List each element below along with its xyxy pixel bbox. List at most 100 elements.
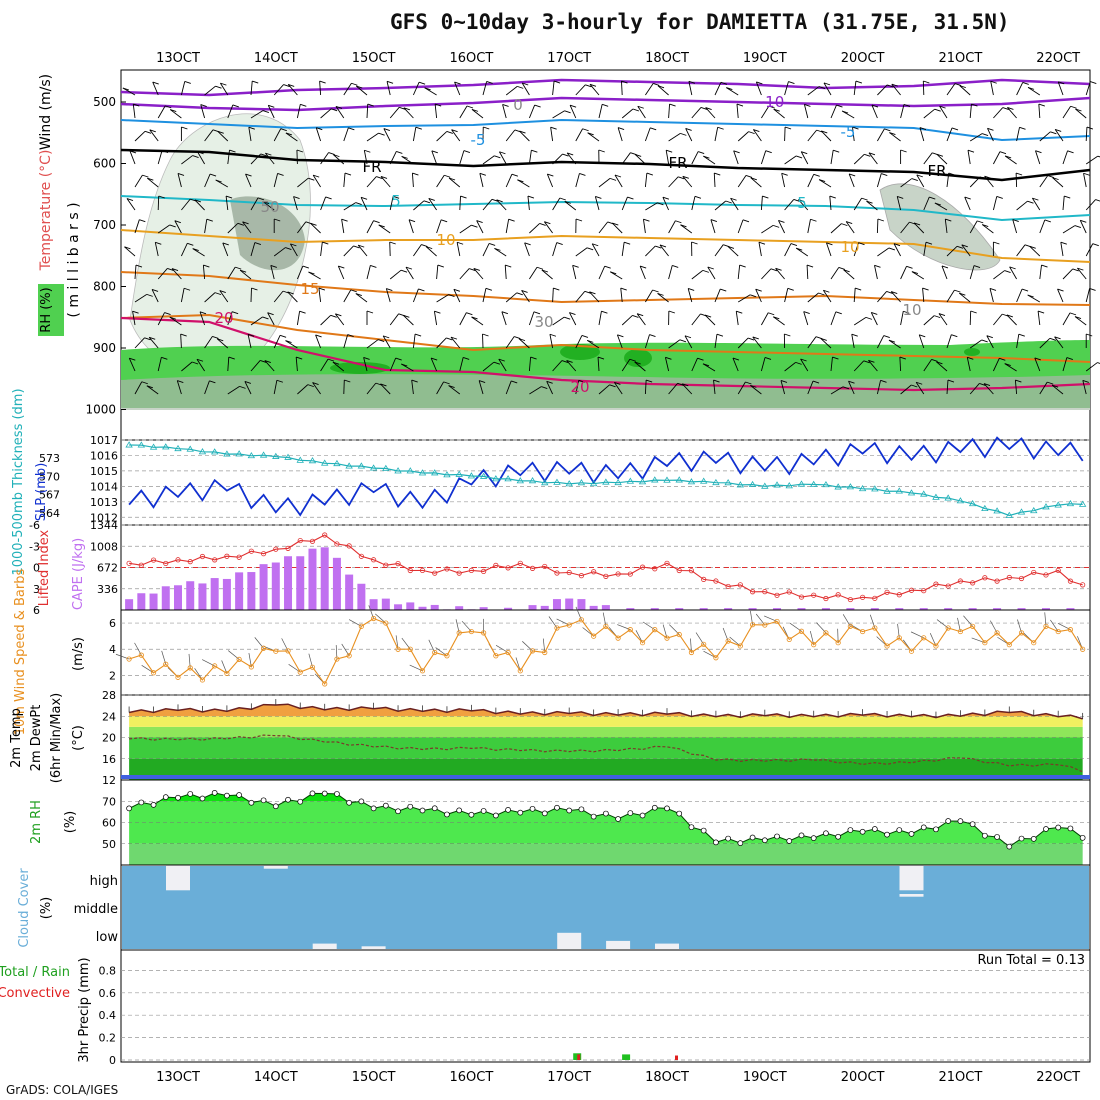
wind-barb <box>803 104 809 119</box>
wind-barb <box>868 152 878 165</box>
wind-barb <box>1039 131 1051 142</box>
thickness-point <box>663 476 671 483</box>
li-point <box>908 587 915 593</box>
wind-barb <box>134 219 140 234</box>
wind-barb <box>332 361 345 372</box>
wind-barb <box>1016 82 1024 96</box>
wind-barb-flag <box>762 195 769 199</box>
wind-barb <box>691 313 701 326</box>
wind-barb <box>450 336 461 349</box>
thickness-point <box>308 457 317 464</box>
cape-bar <box>284 556 293 610</box>
li-point <box>835 592 841 598</box>
wind-barb-flag <box>412 172 419 176</box>
wind-barb-flag <box>1004 363 1011 367</box>
wind-barb-flag <box>1058 81 1065 85</box>
wind-barb <box>459 312 467 326</box>
thickness-point <box>553 478 561 485</box>
wind-barb-flag <box>169 224 176 228</box>
thickness-point <box>443 471 451 478</box>
bottom-date-label: 14OCT <box>254 1070 298 1085</box>
precip-total-legend: Total / Rain <box>0 965 70 980</box>
thickness-point <box>1030 506 1038 514</box>
wind10-point <box>407 646 413 652</box>
wind-barb-flag <box>380 176 388 179</box>
wind-barb <box>157 268 168 280</box>
wind-barb <box>425 246 437 257</box>
thickness-point <box>1054 501 1062 508</box>
slp-tick-label: 1017 <box>90 434 118 447</box>
wind-barb <box>296 311 301 326</box>
wind10-point <box>260 645 267 651</box>
wind-barb <box>157 357 162 372</box>
thickness-point <box>809 480 818 487</box>
wind-barb-flag <box>649 334 656 338</box>
rh-point <box>871 826 878 832</box>
wind-barb <box>587 132 600 142</box>
wind-barb-flag <box>990 80 997 84</box>
wind10-point <box>273 648 279 654</box>
cape-bar <box>308 548 317 610</box>
wind-barb <box>714 127 719 142</box>
thickness-point <box>932 493 940 500</box>
wind-barb <box>1057 81 1064 96</box>
wind-barb <box>644 173 648 188</box>
wind-barb-flag <box>1097 362 1100 364</box>
wind-barb-flag <box>415 126 422 130</box>
li-point <box>1055 567 1061 574</box>
wind-barb <box>1054 129 1064 142</box>
li-point <box>688 568 695 574</box>
rh-tick-label: 50 <box>102 838 116 851</box>
wind-barb <box>657 85 669 96</box>
wind-barb <box>900 266 907 280</box>
wind-barb <box>222 242 229 257</box>
minmax-axis-title: (6hr Min/Max) <box>49 693 64 783</box>
wind-barb <box>248 127 252 142</box>
rh-point <box>370 805 377 812</box>
wind-barb-flag <box>274 218 281 222</box>
wind-barb <box>830 104 837 119</box>
rh-point <box>774 833 780 840</box>
wind-barb-flag <box>634 361 641 365</box>
wind-barb <box>851 334 855 349</box>
wind-barb <box>541 269 553 280</box>
wind-barb-flag <box>499 151 506 155</box>
wind-barb-flag <box>276 379 284 383</box>
thickness-point <box>345 462 353 469</box>
wind-barb-flag <box>1006 314 1014 318</box>
wind-barb <box>1029 245 1041 257</box>
thickness-point <box>1042 503 1050 510</box>
wind-barb <box>1062 225 1076 234</box>
wind-barb <box>841 110 855 119</box>
li-point <box>444 566 450 572</box>
isotherm-label: 0 <box>513 96 523 114</box>
wind-barb-flag <box>519 130 526 134</box>
wind10-speed-line <box>128 617 1084 685</box>
wind-barb-flag <box>916 174 923 178</box>
wind-barb <box>337 265 345 280</box>
wind-barb <box>848 173 855 188</box>
wind10-point <box>945 625 951 631</box>
wind-barb-flag <box>592 243 599 247</box>
wind-barb-flag <box>669 103 676 107</box>
temp-series-line <box>128 703 1083 720</box>
wind10-point <box>725 638 731 644</box>
wind10-point <box>444 653 450 659</box>
rh-band-mid <box>230 196 305 271</box>
wind-barb-flag <box>931 358 938 362</box>
wind-barb <box>180 333 182 349</box>
wind-barb-flag <box>1083 172 1090 176</box>
wind-barb-flag <box>745 381 752 385</box>
wind-barb-flag <box>212 335 219 339</box>
wind-barb-flag <box>376 176 383 180</box>
wind-barb-flag <box>846 221 853 224</box>
wind-barb <box>923 315 935 326</box>
wind-barb-flag <box>858 242 865 246</box>
isotherm-label: 50 <box>260 198 279 216</box>
wind-barb <box>566 152 577 165</box>
wind-barb-flag <box>141 381 148 385</box>
wind-barb <box>1077 267 1087 280</box>
cape-bar <box>589 605 598 610</box>
wind-barb <box>285 340 298 349</box>
wind-barb-flag <box>165 105 172 109</box>
